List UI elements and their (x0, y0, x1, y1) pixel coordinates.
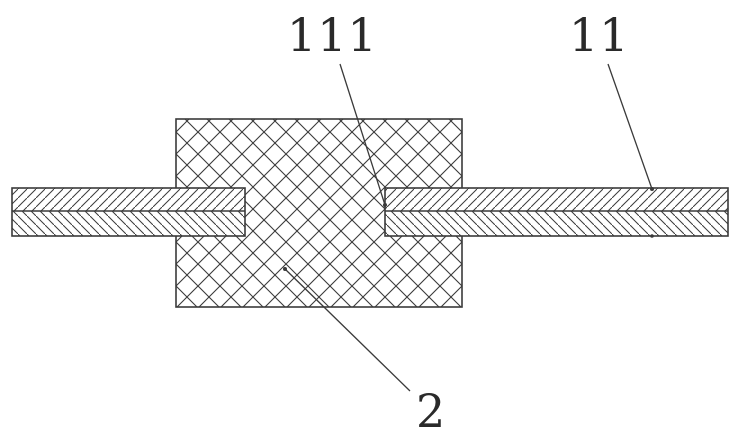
left-strip (11, 187, 246, 237)
leader-line-2 (284, 268, 411, 392)
reference-label-111: 111 (287, 8, 378, 62)
right-strip (384, 187, 729, 237)
leader-dots (283, 187, 654, 271)
reference-label-2: 2 (416, 384, 446, 438)
leader-line-11 (607, 63, 653, 190)
reference-label-11: 11 (569, 8, 630, 62)
leader-lines (284, 63, 653, 392)
leader-line-111 (339, 63, 386, 206)
